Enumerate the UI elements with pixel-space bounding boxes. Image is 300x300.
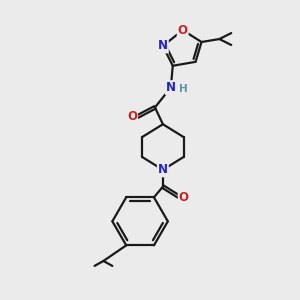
Text: N: N xyxy=(158,163,168,176)
Text: H: H xyxy=(179,84,188,94)
Text: N: N xyxy=(166,81,176,94)
Text: O: O xyxy=(179,191,189,204)
Text: O: O xyxy=(127,110,137,123)
Text: N: N xyxy=(158,40,168,52)
Text: O: O xyxy=(178,24,188,37)
